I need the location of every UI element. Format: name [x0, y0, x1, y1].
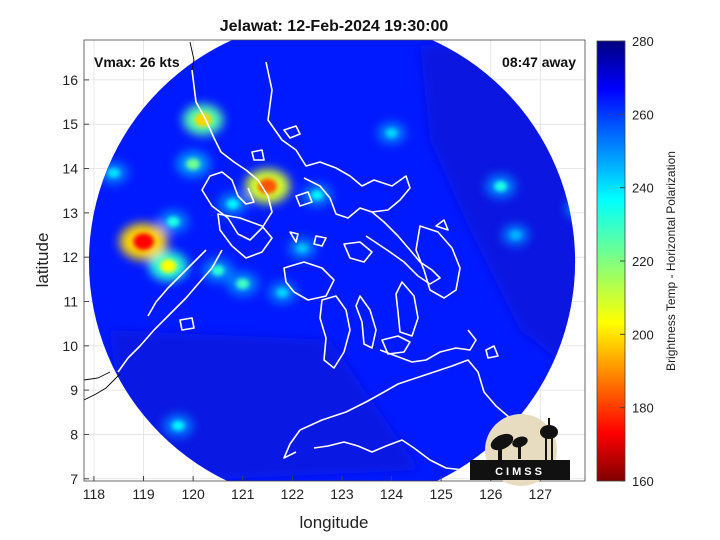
convective-core	[236, 278, 250, 290]
convective-core	[186, 158, 201, 170]
convective-core	[509, 230, 522, 240]
coast-small-islands	[179, 125, 499, 359]
time-away-label: 08:47 away	[502, 54, 576, 70]
coast-masbate	[343, 241, 373, 263]
convective-core	[258, 178, 278, 195]
x-axis-label: longitude	[299, 513, 368, 532]
y-tick-label: 7	[70, 471, 78, 487]
y-tick-label: 8	[70, 426, 78, 442]
coastlines	[117, 61, 511, 471]
coast-bohol	[381, 335, 411, 355]
colorbar-tick-label: 200	[632, 327, 654, 342]
convective-core	[160, 259, 177, 273]
convective-core	[172, 420, 185, 431]
coast-negros	[319, 295, 351, 369]
logo-tower-icon	[540, 418, 558, 462]
y-tick-label: 9	[70, 382, 78, 398]
x-tick-label: 127	[529, 486, 553, 502]
logo-text: CIMSS	[495, 466, 545, 478]
swath	[88, 40, 576, 481]
convective-core	[296, 243, 308, 253]
logo-dish-icon	[490, 433, 528, 460]
y-tick-label: 16	[62, 72, 78, 88]
colorbar-tick-label: 220	[632, 254, 654, 269]
colorbar-tick-label: 160	[632, 474, 654, 489]
convective-core	[311, 190, 324, 201]
colorbar-tick-label: 280	[632, 34, 654, 49]
coast-leyte	[395, 281, 419, 337]
coast-palawan	[117, 249, 223, 373]
y-tick-label: 14	[62, 161, 78, 177]
coast-samar	[415, 225, 461, 299]
y-tick-label: 11	[63, 293, 78, 309]
y-tick-label: 13	[62, 205, 78, 221]
y-tick-label: 15	[62, 116, 78, 132]
borders	[84, 41, 195, 401]
axis-ticks: 118 119 120 121 122 123 124 125 126 127 7 8 9 10 11 12 1…	[62, 72, 552, 502]
convective-core	[276, 287, 289, 298]
colorbar-label: Brightness Temp - Horizontal Polarizatio…	[664, 151, 678, 371]
y-tick-label: 12	[62, 249, 78, 265]
coast-bicol	[365, 211, 441, 285]
border-borneo	[84, 373, 121, 401]
x-tick-label: 126	[479, 486, 503, 502]
convective-core	[385, 128, 398, 138]
x-tick-label: 119	[132, 486, 155, 502]
cimss-logo: CIMSS	[470, 414, 570, 486]
chart-title: Jelawat: 12-Feb-2024 19:30:00	[220, 18, 449, 35]
y-tick-label: 10	[62, 338, 78, 354]
coast-luzon-east	[265, 61, 411, 219]
colorbar-tick-label: 240	[632, 181, 654, 196]
border-luzon-north	[189, 41, 195, 71]
colorbar-tick-label: 180	[632, 401, 654, 416]
x-tick-label: 121	[231, 486, 255, 502]
coast-zamboanga	[283, 429, 301, 459]
colorbar-tick-label: 260	[632, 107, 654, 122]
x-tick-label: 124	[380, 486, 404, 502]
convective-core	[107, 168, 120, 178]
coast-cebu	[355, 295, 377, 349]
coast-mindanao-north	[379, 329, 477, 363]
x-tick-label: 122	[281, 486, 305, 502]
x-tick-label: 123	[330, 486, 354, 502]
x-tick-label: 118	[83, 486, 106, 502]
axes-frame	[83, 39, 586, 482]
coast-palawan-inner	[147, 249, 207, 317]
convective-core	[494, 181, 508, 192]
convective-core	[226, 198, 239, 209]
convective-core	[133, 233, 154, 250]
logo-bar	[470, 460, 570, 480]
convective-core	[166, 216, 180, 227]
y-axis-label: latitude	[33, 233, 52, 288]
convective-core	[211, 265, 225, 276]
vmax-label: Vmax: 26 kts	[94, 54, 180, 70]
x-tick-label: 120	[181, 486, 205, 502]
border-borneo-2	[84, 371, 111, 381]
colorbar-ticks: 160 180 200 220 240 260 280	[620, 34, 654, 489]
coast-panay	[283, 261, 335, 301]
x-tick-label: 125	[429, 486, 453, 502]
coast-luzon	[191, 69, 273, 241]
coast-mindoro	[217, 213, 273, 259]
